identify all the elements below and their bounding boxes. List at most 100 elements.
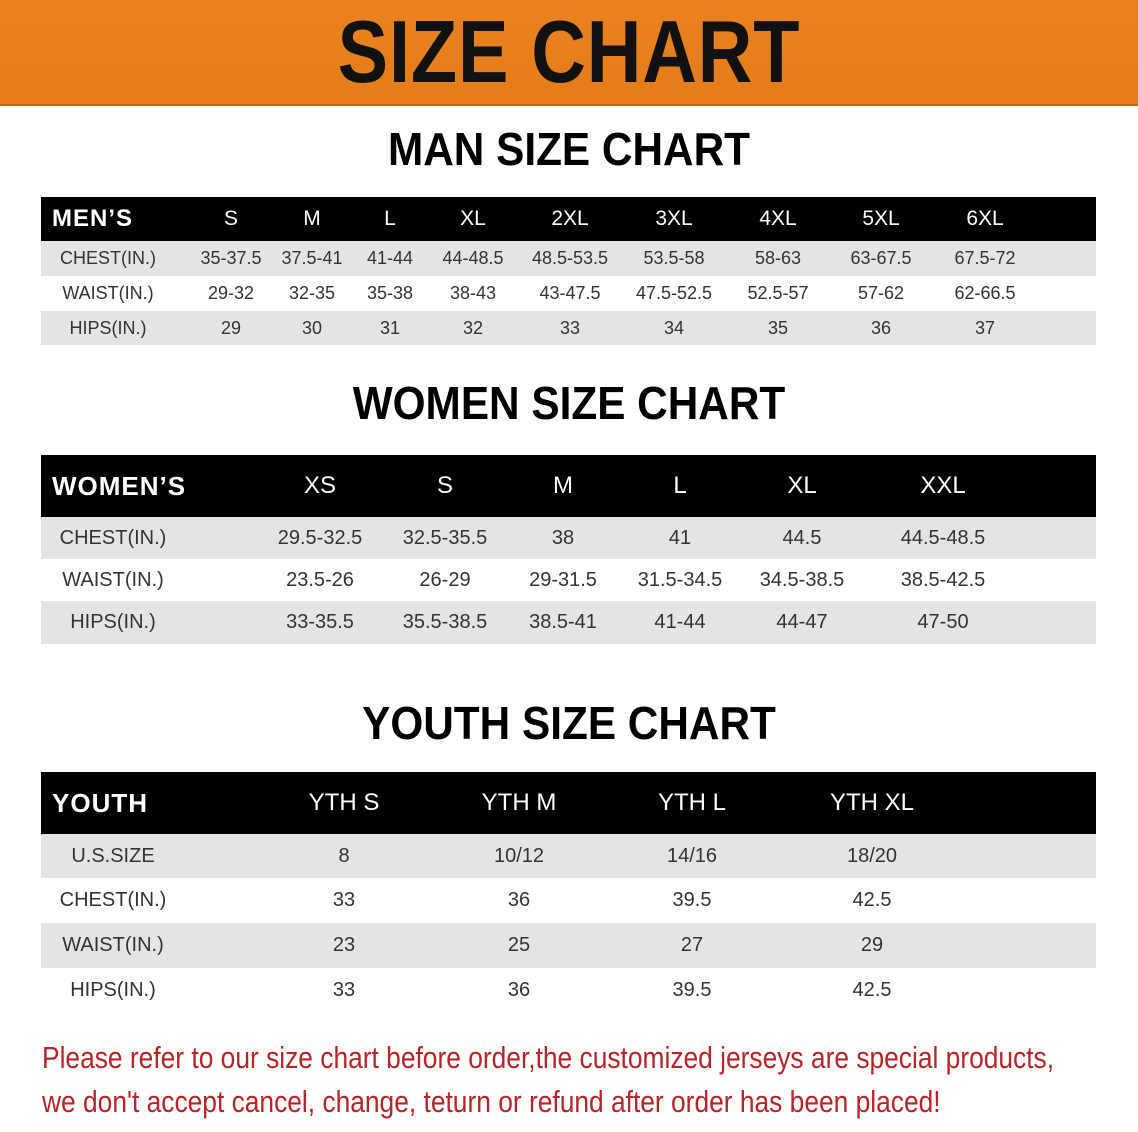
measurement-cell: 18/20: [846, 844, 898, 867]
measurement-cell: 53.5-58: [643, 248, 705, 268]
row-label: CHEST(IN.): [59, 526, 167, 549]
measurement-cell: 33: [559, 317, 581, 338]
measurement-cell: 31.5-34.5: [637, 568, 723, 591]
women-table-row: HIPS(IN.) 33-35.5 35.5-38.5 38.5-41 41-44 44-…: [41, 601, 1096, 644]
men-section-title: MAN SIZE CHART: [387, 123, 751, 175]
women-size-header: XS: [303, 472, 336, 499]
measurement-cell: 48.5-53.5: [531, 248, 609, 268]
measurement-cell: 8: [338, 844, 350, 867]
measurement-cell: 36: [507, 889, 531, 911]
youth-table-row: CHEST(IN.) 33 36 39.5 42.5: [41, 878, 1096, 923]
men-size-header: L: [384, 207, 396, 230]
women-table-row: WAIST(IN.) 23.5-26 26-29 29-31.5 31.5-34.5 34…: [41, 559, 1096, 601]
measurement-cell: 27: [680, 934, 704, 956]
men-size-header: S: [223, 207, 238, 230]
row-label: HIPS(IN.): [70, 979, 156, 1001]
measurement-cell: 23: [332, 934, 356, 956]
measurement-cell: 57-62: [857, 283, 905, 303]
measurement-cell: 35-37.5: [200, 248, 262, 268]
women-size-header: S: [436, 472, 453, 499]
women-header-label: WOMEN’S: [52, 470, 187, 501]
men-table-row: HIPS(IN.) 29 30 31 32 33 34 35 36 37: [41, 311, 1096, 345]
measurement-cell: 38: [551, 526, 575, 549]
measurement-cell: 37.5-41: [281, 248, 343, 268]
men-table-row: CHEST(IN.) 35-37.5 37.5-41 41-44 44-48.5 48.5…: [41, 241, 1096, 276]
measurement-cell: 33-35.5: [286, 611, 354, 633]
measurement-cell: 34.5-38.5: [759, 568, 845, 591]
men-size-header: XL: [460, 207, 486, 230]
measurement-cell: 58-63: [754, 248, 802, 268]
measurement-cell: 32: [462, 317, 484, 338]
measurement-cell: 47-50: [917, 611, 969, 633]
measurement-cell: 29: [220, 317, 242, 338]
measurement-cell: 63-67.5: [850, 248, 912, 268]
measurement-cell: 41: [668, 526, 692, 549]
measurement-cell: 47.5-52.5: [635, 283, 713, 303]
measurement-cell: 29-31.5: [529, 568, 597, 591]
youth-size-header: YTH M: [481, 789, 557, 816]
measurement-cell: 36: [507, 979, 531, 1001]
banner-title: SIZE CHART: [337, 2, 801, 101]
youth-size-header: YTH L: [657, 789, 726, 816]
measurement-cell: 35: [767, 317, 789, 338]
measurement-cell: 29-32: [207, 283, 255, 303]
women-size-header: XL: [787, 472, 817, 499]
measurement-cell: 29.5-32.5: [277, 526, 363, 549]
youth-size-header: YTH S: [308, 789, 380, 816]
women-table-row: CHEST(IN.) 29.5-32.5 32.5-35.5 38 41 44.5 44.5…: [41, 517, 1096, 559]
measurement-cell: 52.5-57: [747, 283, 809, 303]
measurement-cell: 39.5: [672, 889, 712, 911]
measurement-cell: 25: [507, 934, 531, 956]
measurement-cell: 43-47.5: [539, 283, 601, 303]
measurement-cell: 42.5: [852, 979, 892, 1001]
measurement-cell: 32-35: [288, 283, 336, 303]
row-label: CHEST(IN.): [59, 889, 167, 911]
measurement-cell: 44.5-48.5: [900, 526, 986, 549]
measurement-cell: 23.5-26: [286, 568, 354, 591]
measurement-cell: 14/16: [666, 844, 718, 867]
row-label: WAIST(IN.): [62, 283, 154, 303]
men-size-header: 6XL: [966, 207, 1004, 230]
measurement-cell: 31: [379, 317, 401, 338]
women-size-header: L: [673, 472, 687, 499]
measurement-cell: 32.5-35.5: [402, 526, 488, 549]
measurement-cell: 67.5-72: [954, 248, 1016, 268]
measurement-cell: 26-29: [419, 568, 471, 591]
row-label: CHEST(IN.): [60, 248, 156, 268]
measurement-cell: 34: [663, 317, 685, 338]
banner: SIZE CHART: [0, 0, 1138, 106]
row-label: WAIST(IN.): [62, 934, 164, 956]
men-size-header: M: [303, 207, 321, 230]
measurement-cell: 38.5-42.5: [900, 568, 986, 591]
measurement-cell: 35-38: [366, 283, 414, 303]
men-header-label: MEN’S: [52, 205, 134, 232]
measurement-cell: 44-48.5: [442, 248, 504, 268]
women-header-row: WOMEN’S XS S M L XL XXL: [41, 455, 1096, 517]
measurement-cell: 38.5-41: [529, 611, 597, 633]
measurement-cell: 30: [301, 317, 323, 338]
men-size-header: 5XL: [862, 207, 900, 230]
notice-line-2: we don't accept cancel, change, teturn o…: [42, 1084, 941, 1119]
measurement-cell: 41-44: [654, 611, 706, 633]
measurement-cell: 35.5-38.5: [402, 611, 488, 633]
youth-header-row: YOUTH YTH S YTH M YTH L YTH XL: [41, 772, 1096, 834]
row-label: HIPS(IN.): [70, 611, 156, 633]
measurement-cell: 38-43: [449, 283, 497, 303]
row-label: HIPS(IN.): [69, 317, 147, 338]
women-size-header: M: [553, 472, 573, 499]
row-label: WAIST(IN.): [62, 568, 164, 591]
notice-line-1: Please refer to our size chart before or…: [42, 1040, 1055, 1075]
women-size-header: XXL: [920, 472, 966, 499]
women-section-title: WOMEN SIZE CHART: [352, 377, 786, 429]
youth-table-row: HIPS(IN.) 33 36 39.5 42.5: [41, 968, 1096, 1013]
youth-header-label: YOUTH: [52, 787, 148, 818]
measurement-cell: 10/12: [493, 844, 545, 867]
measurement-cell: 33: [332, 889, 356, 911]
measurement-cell: 33: [332, 979, 356, 1001]
row-label: U.S.SIZE: [71, 844, 155, 867]
youth-section-title: YOUTH SIZE CHART: [362, 697, 776, 749]
measurement-cell: 62-66.5: [954, 283, 1016, 303]
measurement-cell: 44.5: [782, 526, 822, 549]
measurement-cell: 41-44: [366, 248, 414, 268]
youth-table-row: U.S.SIZE 8 10/12 14/16 18/20: [41, 834, 1096, 878]
